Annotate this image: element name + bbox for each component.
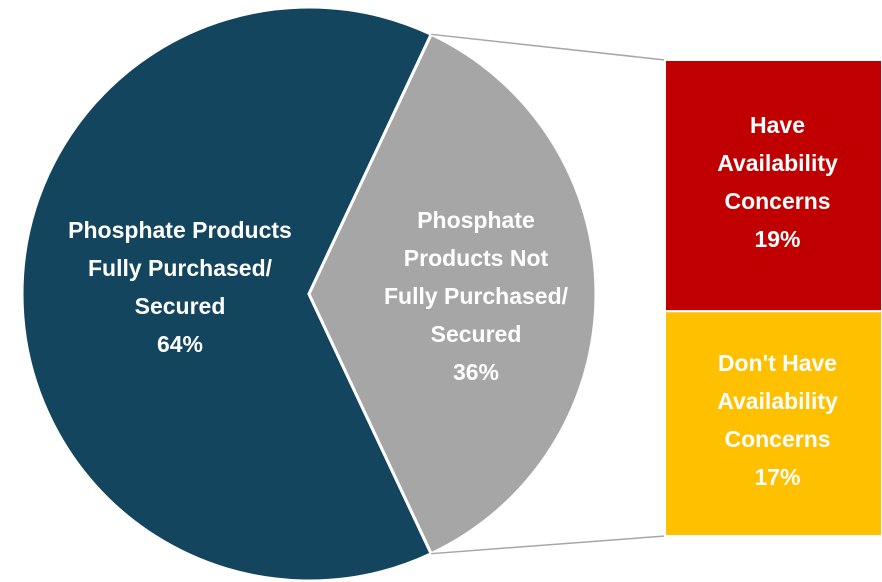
- bar-label-category: Have Availability Concerns: [717, 111, 838, 214]
- slice-label-category: Phosphate Products Not Fully Purchased/ …: [383, 207, 569, 347]
- slice-label-category: Phosphate Products Fully Purchased/ Secu…: [68, 217, 292, 319]
- pie-slice: [20, 5, 434, 582]
- connector-line: [431, 33, 666, 61]
- bar-label-value: 17%: [754, 463, 801, 490]
- slice-label: Phosphate Products Not Fully Purchased/ …: [384, 201, 569, 391]
- bar-label: Have Availability Concerns 19%: [690, 106, 865, 258]
- bar-segment: [664, 310, 882, 537]
- slice-label: Phosphate Products Fully Purchased/ Secu…: [65, 211, 295, 363]
- connector-line: [431, 535, 666, 555]
- bar-label: Don't Have Availability Concerns 17%: [690, 344, 865, 496]
- slice-label-value: 64%: [156, 331, 204, 357]
- bar-label-category: Don't Have Availability Concerns: [717, 349, 838, 452]
- pie-slice: [307, 32, 598, 556]
- slice-label-value: 36%: [452, 359, 500, 385]
- bar-label-value: 19%: [754, 225, 801, 252]
